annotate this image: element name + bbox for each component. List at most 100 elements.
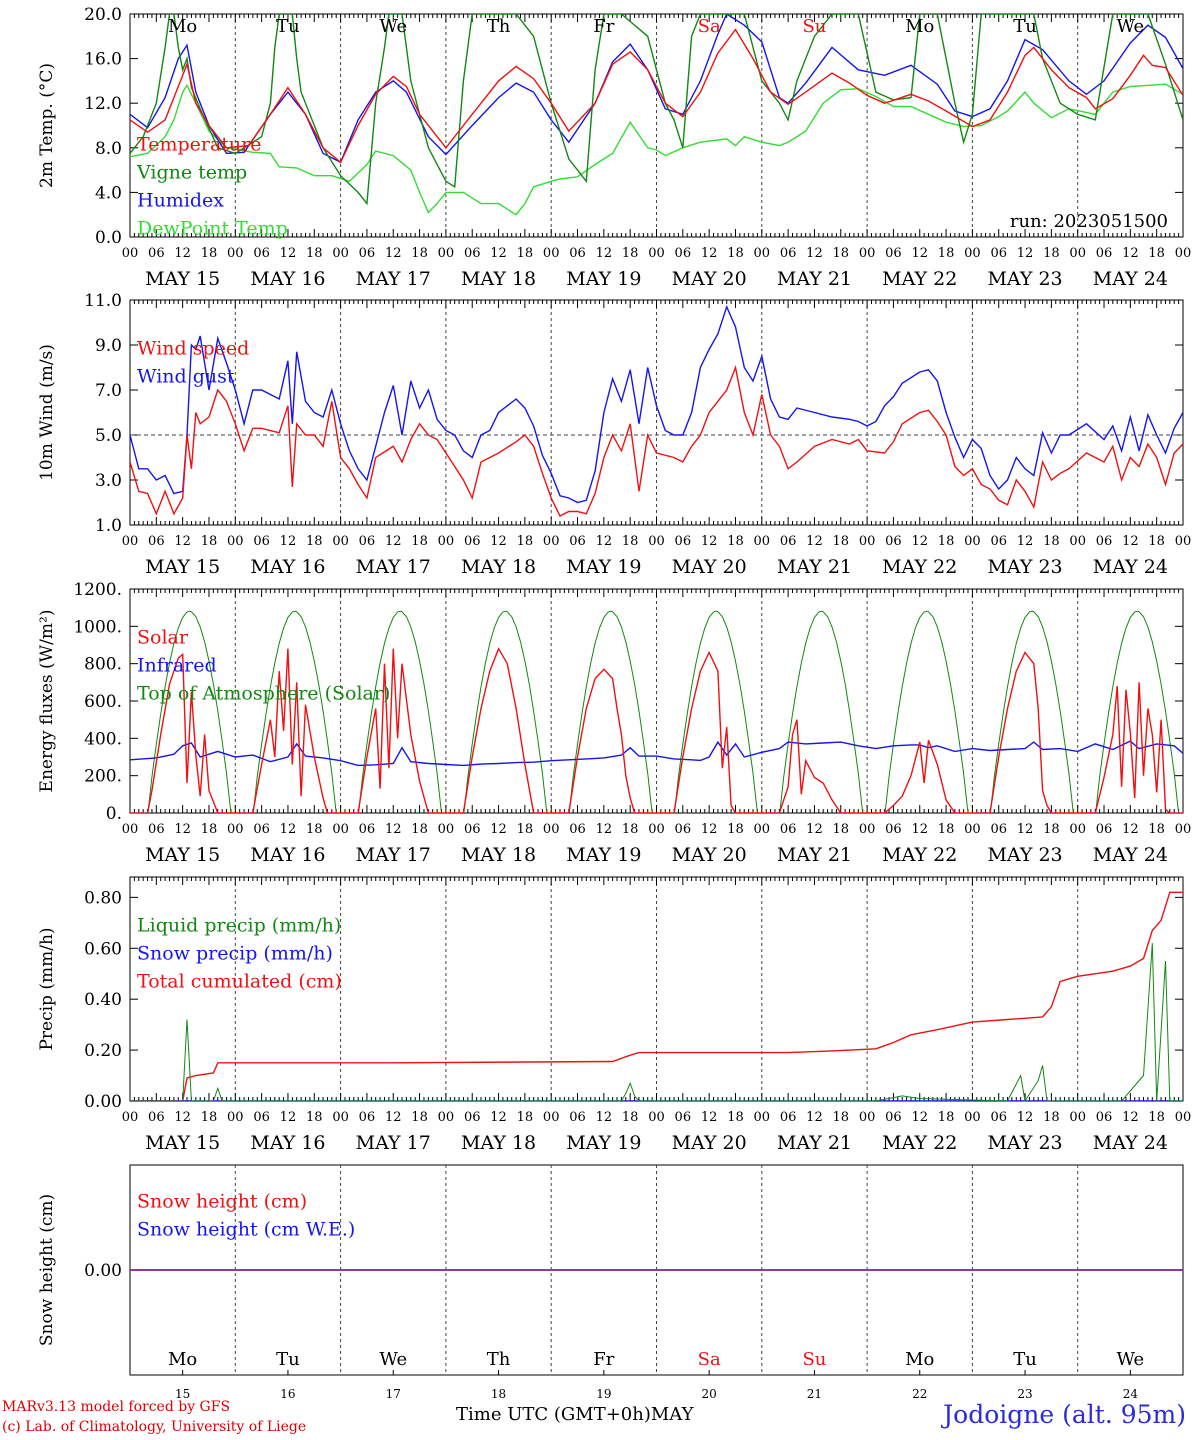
day-name-label: Tu: [276, 16, 300, 37]
hour-tick-label: 12: [701, 246, 718, 261]
x-axis-label: Time UTC (GMT+0h)MAY: [456, 1404, 694, 1425]
y-tick-label: 200.: [84, 767, 122, 787]
date-label: MAY 23: [987, 556, 1062, 578]
hour-tick-label: 00: [1069, 534, 1086, 549]
hour-tick-label: 00: [648, 534, 665, 549]
panel-4: [129, 876, 1184, 1102]
hour-tick-label: 06: [464, 1110, 481, 1125]
day-name-label: Tu: [1013, 16, 1037, 37]
hour-tick-label: 00: [964, 822, 981, 837]
y-tick-label: 0.: [106, 804, 122, 824]
date-label: MAY 22: [882, 556, 957, 578]
day-name-label: Mo: [905, 1349, 934, 1370]
hour-tick-label: 12: [1017, 1110, 1034, 1125]
date-label: MAY 20: [672, 556, 747, 578]
day-name-label: Sa: [698, 1349, 721, 1370]
hour-tick-label: 18: [938, 534, 955, 549]
hour-tick-label: 06: [148, 822, 165, 837]
hour-tick-label: 00: [227, 1110, 244, 1125]
day-name-label: Th: [487, 16, 511, 37]
date-label: MAY 22: [882, 844, 957, 866]
plot-frame: [129, 13, 1184, 238]
y-tick-label: 1.0: [95, 516, 122, 536]
hour-tick-label: 12: [911, 1110, 928, 1125]
hour-tick-label: 00: [122, 1110, 139, 1125]
hour-tick-label: 12: [490, 246, 507, 261]
day-name-label: We: [379, 16, 407, 37]
day-name-label: Mo: [905, 16, 934, 37]
hour-tick-label: 18: [201, 246, 218, 261]
hour-tick-label: 06: [780, 246, 797, 261]
hour-tick-label: 12: [1122, 534, 1139, 549]
hour-tick-label: 06: [359, 822, 376, 837]
hour-tick-label: 12: [596, 534, 613, 549]
hour-tick-label: 06: [253, 822, 270, 837]
legend-entry: Liquid precip (mm/h): [137, 915, 341, 937]
date-label: MAY 19: [566, 1132, 641, 1154]
hour-tick-label: 12: [174, 822, 191, 837]
day-number-label: 15: [175, 1387, 190, 1401]
legend-entry: Wind speed: [137, 338, 249, 360]
panel-2: [129, 299, 1184, 526]
hour-tick-label: 00: [964, 246, 981, 261]
hour-tick-label: 18: [201, 822, 218, 837]
hour-tick-label: 12: [1017, 246, 1034, 261]
legend-entry: Snow height (cm): [137, 1191, 307, 1213]
hour-tick-label: 06: [1096, 534, 1113, 549]
hour-tick-label: 00: [122, 534, 139, 549]
date-label: MAY 20: [672, 844, 747, 866]
hour-tick-label: 06: [148, 246, 165, 261]
hour-tick-label: 00: [964, 1110, 981, 1125]
hour-tick-label: 12: [596, 822, 613, 837]
hour-tick-label: 00: [754, 246, 771, 261]
hour-tick-label: 06: [359, 1110, 376, 1125]
y-tick-label: 0.60: [84, 939, 122, 959]
hour-tick-label: 18: [1148, 246, 1165, 261]
day-number-label: 17: [386, 1387, 401, 1401]
legend-entry: Temperature: [137, 134, 261, 156]
date-label: MAY 22: [882, 268, 957, 290]
hour-tick-label: 18: [622, 534, 639, 549]
y-tick-label: 0.20: [84, 1041, 122, 1061]
series-line-top-of-atmosphere-solar-: [130, 610, 1183, 813]
hour-tick-label: 18: [411, 246, 428, 261]
hour-tick-label: 00: [227, 534, 244, 549]
hour-tick-label: 06: [675, 534, 692, 549]
hour-tick-label: 18: [727, 1110, 744, 1125]
date-label: MAY 24: [1093, 268, 1168, 290]
hour-tick-label: 18: [306, 534, 323, 549]
hour-tick-label: 18: [833, 822, 850, 837]
date-label: MAY 18: [461, 844, 536, 866]
hour-tick-label: 00: [332, 534, 349, 549]
hour-tick-label: 06: [253, 246, 270, 261]
hour-tick-label: 06: [675, 246, 692, 261]
day-name-label: We: [379, 1349, 407, 1370]
hour-tick-label: 00: [1069, 246, 1086, 261]
series-line-temperature: [130, 28, 1183, 164]
hour-tick-label: 06: [990, 822, 1007, 837]
hour-tick-label: 06: [780, 1110, 797, 1125]
legend-entry: Humidex: [137, 190, 224, 212]
hour-tick-label: 00: [1175, 1110, 1192, 1125]
panel-3: [129, 588, 1184, 814]
hour-tick-label: 06: [675, 822, 692, 837]
y-tick-label: 20.0: [84, 5, 122, 25]
hour-tick-label: 00: [438, 534, 455, 549]
hour-tick-label: 06: [885, 534, 902, 549]
hour-tick-label: 06: [253, 534, 270, 549]
date-label: MAY 23: [987, 268, 1062, 290]
day-name-label: Tu: [1013, 1349, 1037, 1370]
date-label: MAY 20: [672, 268, 747, 290]
hour-tick-label: 06: [148, 534, 165, 549]
hour-tick-label: 18: [201, 534, 218, 549]
hour-tick-label: 06: [990, 246, 1007, 261]
hour-tick-label: 00: [1069, 822, 1086, 837]
date-label: MAY 18: [461, 1132, 536, 1154]
day-name-label: Fr: [593, 16, 614, 37]
legend-entry: Top of Atmosphere (Solar): [137, 683, 390, 705]
date-label: MAY 16: [250, 1132, 325, 1154]
day-number-label: 22: [912, 1387, 927, 1401]
hour-tick-label: 12: [806, 822, 823, 837]
hour-tick-label: 00: [332, 822, 349, 837]
hour-tick-label: 12: [385, 1110, 402, 1125]
